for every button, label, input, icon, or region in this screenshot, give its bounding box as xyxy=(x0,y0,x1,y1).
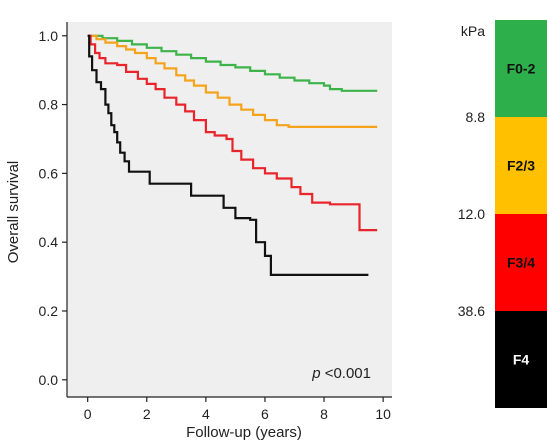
y-axis-title: Overall survival xyxy=(5,161,22,264)
survival-curve-3 xyxy=(87,34,378,232)
survival-curve-4 xyxy=(87,34,369,276)
plot-background xyxy=(67,22,392,397)
scale-block-label: F0-2 xyxy=(507,61,536,77)
p-value-text: <0.001 xyxy=(321,365,371,382)
scale-block-1 xyxy=(495,20,547,117)
x-tick-label: 0 xyxy=(84,406,92,422)
survival-curves xyxy=(87,34,378,276)
scale-block-3 xyxy=(495,214,547,311)
y-tick-label: 0.0 xyxy=(39,372,59,388)
p-value-annotation: p <0.001 xyxy=(311,365,371,382)
x-tick-label: 8 xyxy=(320,406,328,422)
x-tick-label: 2 xyxy=(143,406,151,422)
y-tick-label: 0.2 xyxy=(39,303,59,319)
y-tick-label: 0.4 xyxy=(39,234,59,250)
x-axis-title: Follow-up (years) xyxy=(186,424,302,441)
p-symbol: p xyxy=(311,365,320,382)
x-tick-label: 6 xyxy=(261,406,269,422)
scale-block-label: F4 xyxy=(513,352,530,368)
survival-curve-1 xyxy=(87,34,378,92)
survival-curve-2 xyxy=(87,34,378,128)
scale-block-2 xyxy=(495,117,547,214)
x-tick-label: 10 xyxy=(375,406,391,422)
y-tick-label: 0.8 xyxy=(39,97,59,113)
scale-threshold-label: 8.8 xyxy=(466,109,486,125)
axes: 0.0 0.2 0.4 0.6 0.8 1.0 0 2 4 6 8 10 xyxy=(39,22,392,422)
scale-unit-label: kPa xyxy=(461,23,485,39)
stiffness-scale: kPa F0-2 F2/3 F3/4 F4 8.8 12.0 38.6 xyxy=(458,20,547,408)
scale-block-4 xyxy=(495,311,547,408)
scale-threshold-label: 12.0 xyxy=(458,206,485,222)
y-tick-label: 0.6 xyxy=(39,165,59,181)
scale-block-label: F2/3 xyxy=(507,158,535,174)
scale-block-label: F3/4 xyxy=(507,255,535,271)
y-tick-label: 1.0 xyxy=(39,28,59,44)
scale-threshold-label: 38.6 xyxy=(458,303,485,319)
x-tick-label: 4 xyxy=(202,406,210,422)
